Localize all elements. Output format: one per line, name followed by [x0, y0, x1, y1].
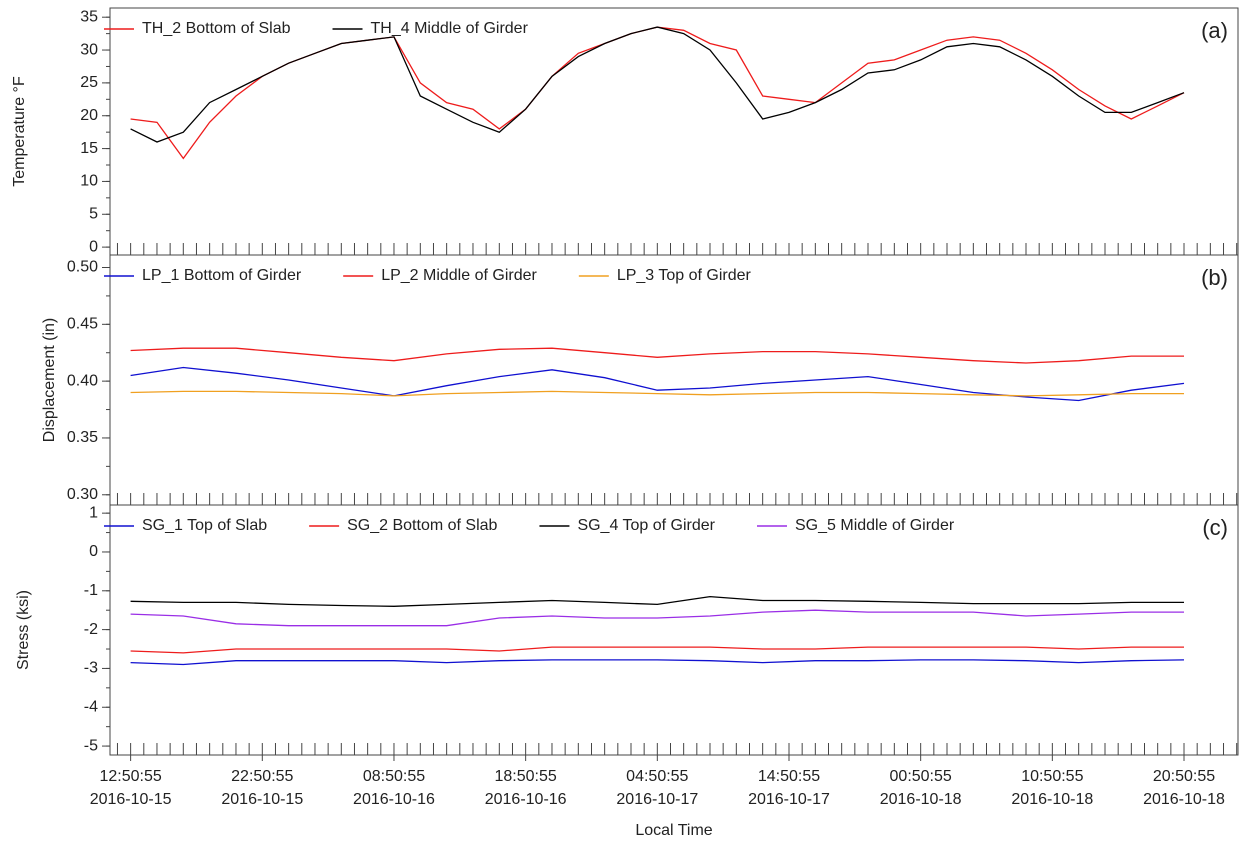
- x-tick-label: 2016-10-16: [353, 791, 435, 808]
- y-tick-label: 0: [89, 543, 98, 560]
- series-line: [130, 390, 1184, 397]
- x-tick-label: 2016-10-18: [1011, 791, 1093, 808]
- y-tick-label: 30: [80, 41, 98, 58]
- x-tick-label: 2016-10-15: [221, 791, 303, 808]
- y-tick-label: -4: [84, 698, 98, 715]
- y-tick-label: 25: [80, 74, 98, 91]
- y-tick-label: 35: [80, 8, 98, 25]
- legend-label: TH_4 Middle of Girder: [371, 20, 529, 37]
- y-axis-label: Displacement (in): [41, 318, 58, 442]
- legend-label: SG_4 Top of Girder: [577, 517, 715, 534]
- y-tick-label: 5: [89, 205, 98, 222]
- y-tick-label: 0.30: [67, 486, 98, 503]
- plot-frame: [109, 254, 1239, 506]
- panel-label: (a): [1201, 18, 1228, 43]
- y-tick-label: 15: [80, 140, 98, 157]
- series-line: [130, 347, 1184, 364]
- series-line: [130, 659, 1185, 666]
- panel-label: (b): [1201, 265, 1228, 290]
- x-tick-label: 00:50:55: [890, 768, 952, 785]
- legend-label: LP_1 Bottom of Girder: [142, 267, 302, 284]
- x-tick-label: 10:50:55: [1021, 768, 1083, 785]
- x-tick-label: 08:50:55: [363, 768, 425, 785]
- panel-label: (c): [1202, 515, 1228, 540]
- y-tick-label: -2: [84, 621, 98, 638]
- y-tick-label: -1: [84, 582, 98, 599]
- series-line: [130, 595, 1184, 607]
- series-line: [130, 26, 1185, 143]
- legend-label: LP_2 Middle of Girder: [381, 267, 537, 284]
- y-tick-label: 0.40: [67, 372, 98, 389]
- y-axis-label: Temperature °F: [11, 76, 28, 187]
- x-tick-label: 14:50:55: [758, 768, 820, 785]
- y-tick-label: -3: [84, 660, 98, 677]
- y-tick-label: 0: [89, 238, 98, 255]
- legend-label: SG_2 Bottom of Slab: [347, 517, 497, 534]
- legend-label: SG_5 Middle of Girder: [795, 517, 955, 534]
- x-tick-label: 2016-10-16: [485, 791, 567, 808]
- series-line: [130, 609, 1184, 627]
- x-tick-label: 2016-10-18: [1143, 791, 1225, 808]
- y-tick-label: 10: [80, 173, 98, 190]
- x-tick-label: 20:50:55: [1153, 768, 1215, 785]
- x-tick-label: 2016-10-15: [90, 791, 172, 808]
- y-tick-label: 20: [80, 107, 98, 124]
- x-tick-label: 18:50:55: [495, 768, 557, 785]
- y-axis-label: Stress (ksi): [15, 590, 32, 670]
- y-tick-label: -5: [84, 737, 98, 754]
- x-tick-label: 04:50:55: [626, 768, 688, 785]
- y-tick-label: 1: [89, 504, 98, 521]
- plot-frame: [109, 7, 1239, 256]
- series-line: [130, 646, 1184, 654]
- legend-label: TH_2 Bottom of Slab: [142, 20, 291, 37]
- y-tick-label: 0.35: [67, 429, 98, 446]
- y-tick-label: 0.45: [67, 316, 98, 333]
- x-tick-label: 2016-10-17: [616, 791, 698, 808]
- x-tick-label: 2016-10-18: [880, 791, 962, 808]
- x-tick-label: 22:50:55: [231, 768, 293, 785]
- x-axis-label: Local Time: [635, 822, 712, 839]
- x-tick-label: 12:50:55: [99, 768, 161, 785]
- x-tick-label: 2016-10-17: [748, 791, 830, 808]
- plot-frame: [109, 504, 1239, 756]
- series-line: [130, 26, 1185, 160]
- legend-label: SG_1 Top of Slab: [142, 517, 267, 534]
- legend-label: LP_3 Top of Girder: [617, 267, 752, 284]
- y-tick-label: 0.50: [67, 259, 98, 276]
